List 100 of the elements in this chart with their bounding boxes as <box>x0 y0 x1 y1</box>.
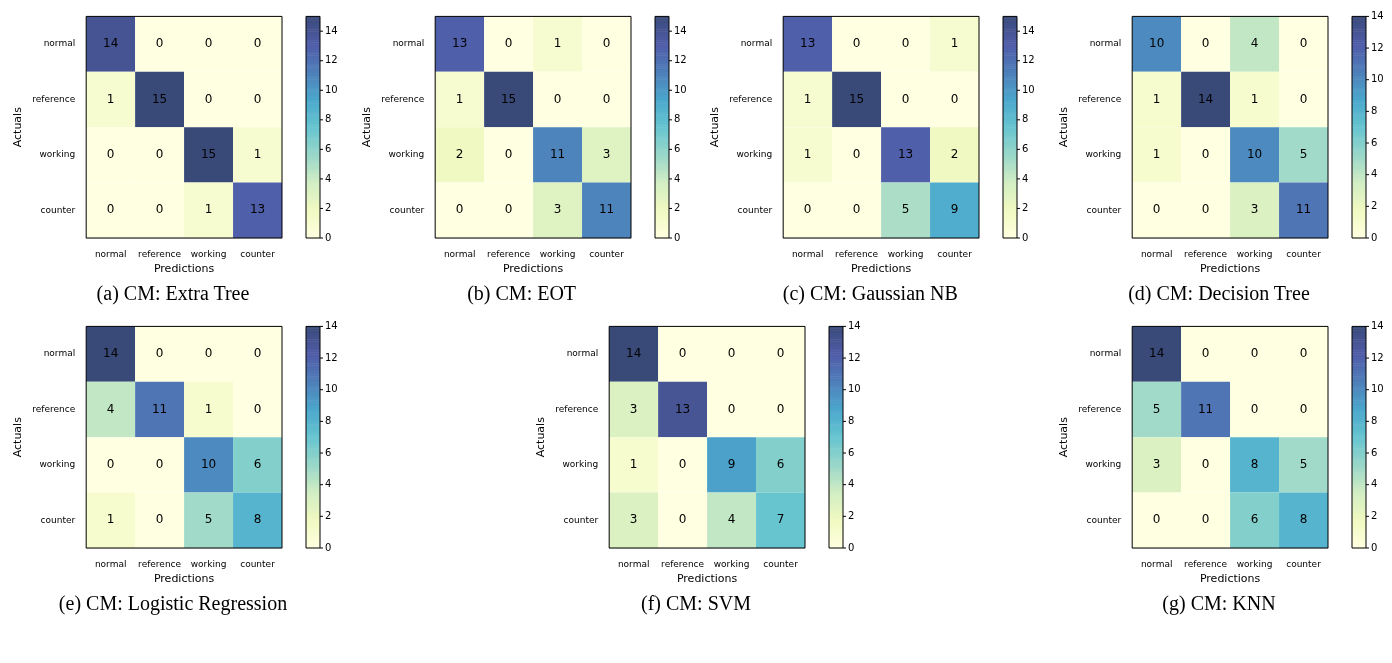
data-label: 8 <box>1250 457 1259 472</box>
data-label: 0 <box>1152 202 1161 217</box>
y-tick-label: normal <box>740 38 773 49</box>
color-bar-label: 8 <box>325 113 332 125</box>
data-label: 0 <box>106 457 115 472</box>
color-bar-label: 8 <box>325 414 332 426</box>
data-label: 5 <box>1152 401 1161 416</box>
y-tick-label: normal <box>43 348 76 359</box>
data-label: 0 <box>204 91 213 106</box>
data-label: 0 <box>727 401 736 416</box>
x-tick-label: working <box>539 248 576 259</box>
text: (d) CM: Decision Tree <box>1127 282 1311 307</box>
data-label: 0 <box>776 346 785 361</box>
y-tick-label: reference <box>729 93 773 104</box>
color-bar-label: 4 <box>325 172 332 184</box>
color-bar-label: 14 <box>848 319 861 331</box>
x-tick-label: normal <box>443 248 476 259</box>
data-label: 0 <box>1299 36 1308 51</box>
color-bar-label: 10 <box>673 83 687 95</box>
data-label: 1 <box>1152 91 1161 106</box>
y-tick-label: normal <box>1089 348 1122 359</box>
x-tick-label: normal <box>617 558 650 569</box>
data-label: 1 <box>1250 91 1259 106</box>
data-label: 4 <box>727 512 736 527</box>
y-tick-label: normal <box>43 38 76 49</box>
data-label: 1 <box>553 36 562 51</box>
data-label: 0 <box>1201 202 1210 217</box>
color-bar-label: 14 <box>325 24 338 36</box>
data-label: 8 <box>253 512 262 527</box>
data-label: 9 <box>951 202 959 217</box>
y-tick-label: reference <box>1078 403 1122 414</box>
color-bar-label: 8 <box>673 113 681 125</box>
data-label: 10 <box>1148 36 1165 51</box>
data-label: 14 <box>626 346 642 361</box>
data-label: 7 <box>776 512 785 527</box>
x-tick-label: reference <box>1184 248 1228 259</box>
color-bar-label: 8 <box>848 414 855 426</box>
color-bar-label: 14 <box>1370 9 1384 21</box>
y-tick-label: reference <box>1078 93 1122 104</box>
x-tick-label: working <box>1236 248 1273 259</box>
x-tick-label: counter <box>937 248 973 259</box>
text: (e) CM: Logistic Regression <box>57 592 289 617</box>
x-tick-label: reference <box>1184 558 1228 569</box>
data-label: 0 <box>106 202 115 217</box>
color-bar-label: 6 <box>848 446 855 458</box>
x-tick-label: working <box>190 248 227 259</box>
data-label: 1 <box>253 147 262 162</box>
data-label: 0 <box>1250 346 1259 361</box>
data-label: 13 <box>674 401 691 416</box>
x-tick-label: working <box>190 558 227 569</box>
x-tick-label: reference <box>486 248 531 259</box>
data-label: 13 <box>800 36 816 51</box>
data-label: 0 <box>678 457 687 472</box>
text: (f) CM: SVM <box>640 592 752 617</box>
y-tick-label: working <box>39 149 76 160</box>
data-label: 0 <box>853 36 861 51</box>
data-label: 10 <box>200 457 217 472</box>
y-tick-label: counter <box>1086 204 1122 215</box>
data-label: 0 <box>951 91 959 106</box>
color-bar-label: 12 <box>325 351 338 363</box>
data-label: 11 <box>1197 401 1214 416</box>
color-bar-label: 0 <box>848 541 855 553</box>
data-label: 0 <box>902 91 910 106</box>
data-label: 0 <box>504 36 513 51</box>
data-label: 5 <box>1299 147 1308 162</box>
data-label: 2 <box>951 147 959 162</box>
data-label: 0 <box>1201 512 1210 527</box>
color-bar-label: 12 <box>325 54 338 66</box>
data-label: 0 <box>155 457 164 472</box>
data-label: 0 <box>253 346 262 361</box>
y-axis-title: Actuals <box>1057 416 1071 458</box>
color-bar-label: 6 <box>325 446 332 458</box>
y-tick-label: working <box>736 149 773 160</box>
x-tick-label: working <box>888 248 924 259</box>
data-label: 10 <box>1246 147 1263 162</box>
data-label: 0 <box>504 147 513 162</box>
x-axis-title: Predictions <box>153 572 215 586</box>
data-label: 0 <box>204 346 213 361</box>
color-bar-label: 4 <box>1371 478 1378 490</box>
data-label: 0 <box>1201 147 1210 162</box>
color-bar-label: 0 <box>325 541 332 553</box>
data-label: 0 <box>1201 457 1210 472</box>
data-label: 0 <box>853 202 861 217</box>
data-label: 4 <box>1250 36 1259 51</box>
data-label: 11 <box>549 147 565 162</box>
color-bar-label: 10 <box>1022 83 1036 95</box>
x-tick-label: reference <box>138 248 182 259</box>
color-bar-label: 6 <box>1022 142 1029 154</box>
y-axis-title: Actuals <box>360 106 374 148</box>
data-label: 14 <box>103 36 119 51</box>
data-label: 4 <box>106 401 115 416</box>
color-bar-label: 14 <box>1371 319 1384 331</box>
color-bar-label: 0 <box>1022 231 1029 243</box>
color-bar-label: 10 <box>848 383 861 395</box>
y-tick-label: reference <box>380 93 425 104</box>
color-bar-label: 2 <box>673 202 681 214</box>
color-bar-label: 2 <box>1371 509 1378 521</box>
data-label: 0 <box>155 36 164 51</box>
y-tick-label: counter <box>1086 514 1122 525</box>
color-bar-label: 8 <box>1022 113 1029 125</box>
